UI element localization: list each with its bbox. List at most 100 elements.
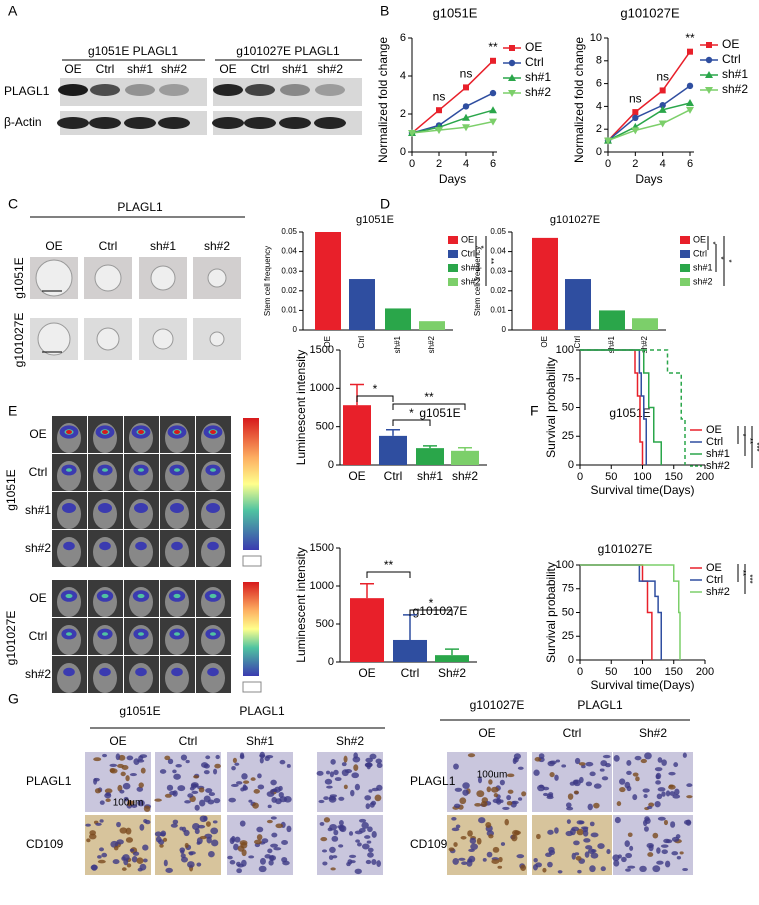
x-tick-label: 0: [605, 158, 611, 170]
cell: [602, 754, 611, 759]
panel-letter: C: [8, 196, 18, 212]
column-label: Sh#1: [246, 734, 274, 748]
cell: [227, 855, 233, 860]
cell: [139, 823, 145, 831]
cell: [109, 767, 116, 773]
y-tick-label: 75: [562, 583, 574, 595]
cell: [259, 754, 266, 758]
row-label: PLAGL1: [26, 774, 72, 788]
cell: [448, 847, 455, 852]
cell: [542, 786, 550, 791]
cell: [661, 849, 668, 855]
cell: [268, 859, 274, 866]
significance-bracket: [366, 571, 411, 578]
significance: **: [384, 558, 394, 572]
cell: [665, 790, 671, 797]
cell: [549, 771, 555, 778]
y-tick-label: 500: [316, 618, 334, 630]
cell: [453, 842, 458, 847]
cell: [235, 781, 243, 785]
cell: [173, 773, 181, 780]
signal: [207, 667, 219, 677]
cell: [365, 757, 373, 763]
cell: [657, 816, 666, 821]
blot-band: [315, 84, 345, 96]
cell: [546, 795, 554, 800]
cell: [129, 773, 137, 777]
cell: [639, 865, 647, 873]
sphere: [150, 265, 176, 291]
y-tick-label: 0.02: [490, 286, 506, 295]
cell: [468, 855, 476, 863]
y-tick-label: 1000: [310, 382, 334, 394]
cell: [462, 782, 470, 790]
signal: [63, 667, 75, 677]
chart-title: g1051E: [419, 406, 460, 420]
significance: **: [424, 390, 434, 404]
cell: [270, 779, 277, 786]
cell: [267, 848, 273, 854]
cell: [538, 784, 544, 789]
point: [686, 106, 694, 114]
cell: [267, 804, 272, 809]
cell: [326, 785, 333, 789]
point: [462, 124, 470, 132]
cell: [353, 764, 359, 771]
cell: [354, 783, 360, 791]
cell: [205, 755, 211, 760]
x-tick-label: OE: [348, 469, 365, 483]
cell: [507, 789, 514, 794]
significance: ***: [752, 442, 759, 451]
cell: [128, 800, 135, 805]
legend-marker: [705, 56, 713, 64]
cell: [643, 819, 648, 827]
cell: [172, 769, 177, 774]
cell: [469, 837, 477, 844]
cell: [486, 786, 492, 793]
cell: [282, 860, 290, 866]
cell: [600, 866, 606, 872]
cell: [184, 800, 191, 804]
x-tick-label: 6: [687, 158, 693, 170]
panel-letter: E: [8, 403, 17, 419]
cell: [136, 857, 144, 865]
signal: [102, 430, 108, 434]
cell: [453, 803, 461, 808]
cell: [232, 757, 237, 764]
cell: [323, 796, 329, 801]
cell: [324, 778, 333, 785]
legend-swatch: [680, 278, 690, 286]
cell: [212, 820, 218, 824]
cell: [538, 753, 545, 759]
cell: [257, 784, 265, 790]
cell: [97, 855, 102, 859]
y-tick-label: 0.05: [281, 227, 297, 236]
cell: [122, 782, 131, 790]
cell: [138, 782, 144, 788]
x-axis-label: Survival time(Days): [590, 678, 694, 692]
cell: [205, 821, 211, 827]
cell: [451, 816, 457, 821]
legend-swatch: [680, 236, 690, 244]
blot-header: g101027E PLAGL1: [236, 44, 340, 58]
cell: [374, 794, 382, 802]
cell: [652, 832, 659, 839]
cell: [341, 769, 349, 777]
cell: [113, 846, 119, 851]
cell: [330, 867, 336, 871]
cell: [203, 770, 210, 775]
cell: [660, 844, 669, 848]
cell: [643, 794, 648, 799]
bar: [419, 321, 445, 330]
lane-label: Ctrl: [251, 62, 270, 76]
signal: [66, 468, 72, 472]
y-axis-label: Stem cell frequency: [473, 246, 482, 316]
cell: [213, 768, 218, 775]
cell: [187, 861, 195, 868]
cell: [632, 772, 639, 777]
x-tick-label: 0: [409, 158, 415, 170]
cell: [136, 786, 144, 792]
cell: [617, 854, 622, 859]
cell: [104, 788, 113, 794]
